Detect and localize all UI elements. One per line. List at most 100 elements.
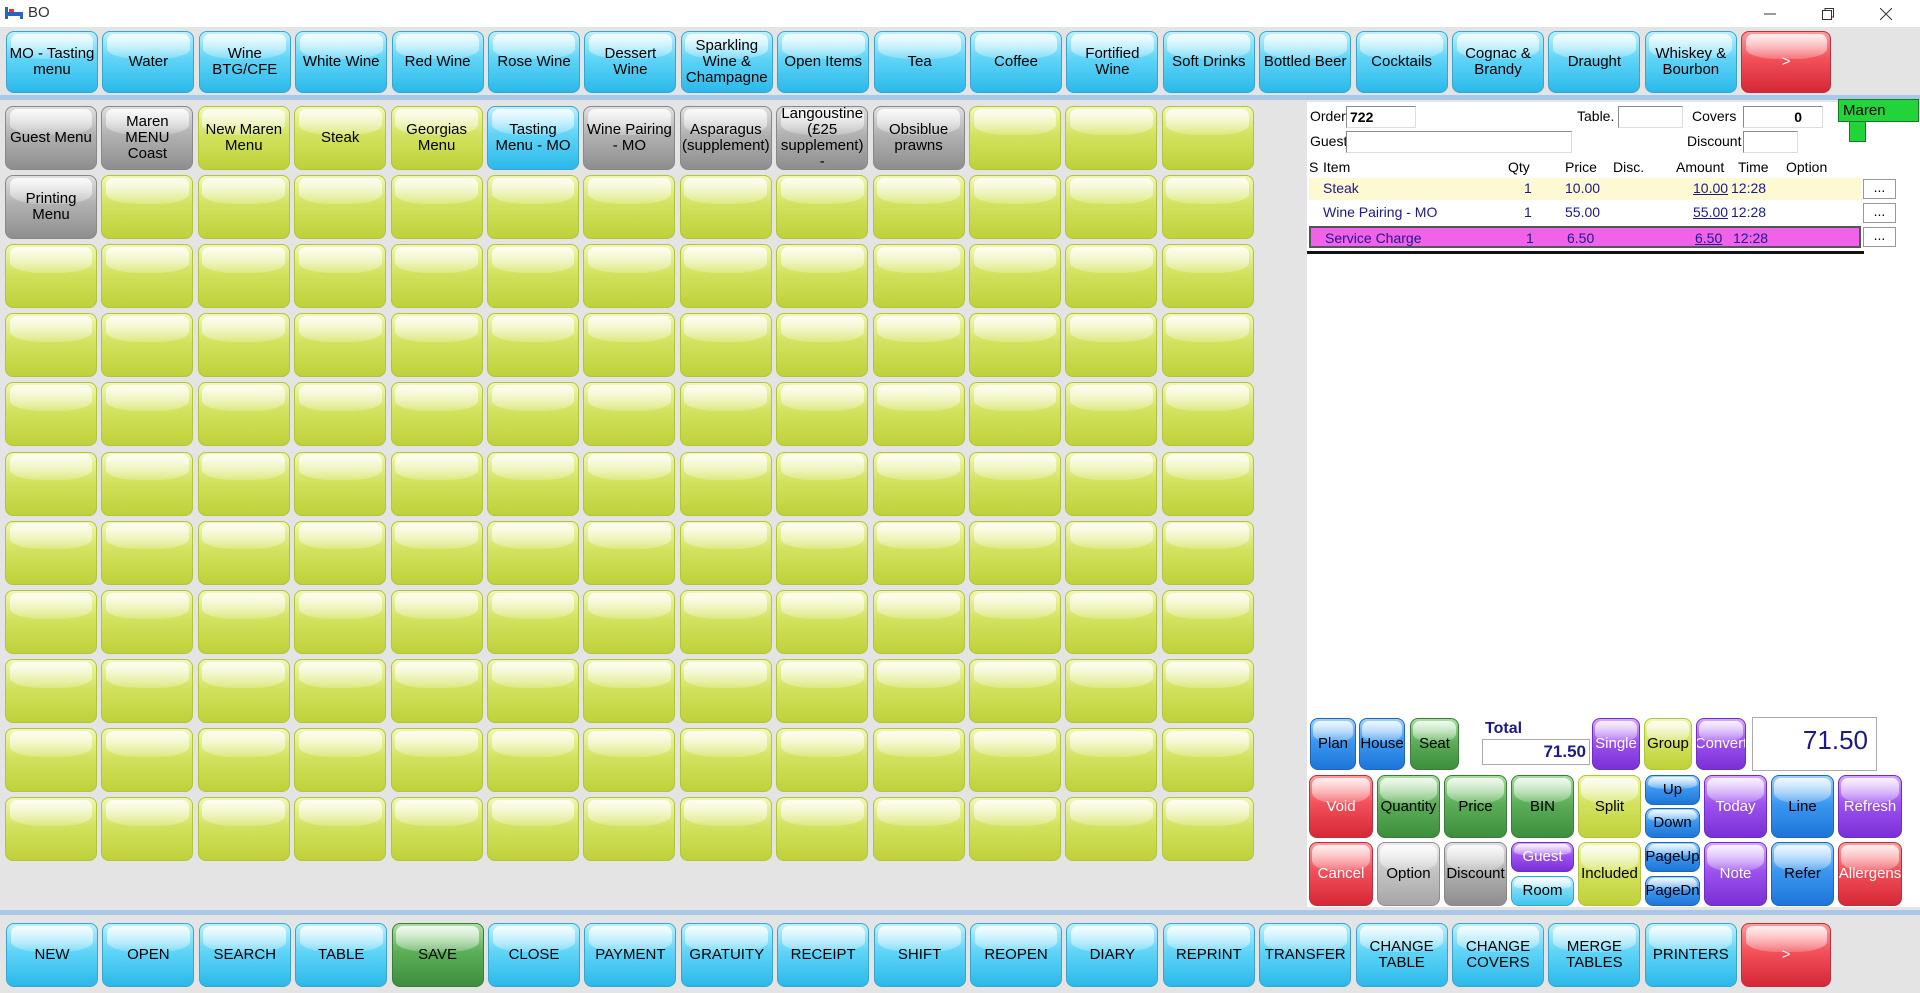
item-slot-8-3-button[interactable] [294, 658, 387, 723]
category-next-button[interactable]: > [1741, 31, 1832, 93]
order-line[interactable]: Service Charge 1 6.50 6.50 12:28 [1309, 226, 1861, 248]
item-slot-8-10-button[interactable] [969, 658, 1061, 723]
item-slot-10-9-button[interactable] [872, 797, 965, 861]
line-button[interactable]: Line [1771, 775, 1834, 838]
table-field[interactable] [1618, 106, 1683, 128]
item-slot-10-1-button[interactable] [101, 797, 194, 861]
item-slot-1-10-button[interactable] [969, 175, 1061, 240]
guest-field[interactable] [1346, 131, 1572, 153]
item-slot-3-8-button[interactable] [776, 313, 869, 378]
item-slot-5-1-button[interactable] [101, 451, 194, 516]
shift-button[interactable]: SHIFT [873, 923, 966, 987]
item-slot-10-12-button[interactable] [1161, 797, 1254, 861]
item-slot-10-8-button[interactable] [776, 797, 869, 861]
item-slot-3-9-button[interactable] [872, 313, 965, 378]
item-slot-9-2-button[interactable] [197, 727, 290, 792]
item-slot-9-0-button[interactable] [5, 727, 97, 792]
receipt-button[interactable]: RECEIPT [777, 923, 870, 987]
item-slot-4-7-button[interactable] [679, 382, 772, 447]
item-slot-1-2-button[interactable] [197, 175, 290, 240]
category-rose-wine-button[interactable]: Rose Wine [488, 31, 580, 93]
more-actions-button[interactable]: > [1741, 923, 1832, 987]
item-slot-8-2-button[interactable] [197, 658, 290, 723]
category-red-wine-button[interactable]: Red Wine [391, 31, 484, 93]
item-slot-7-6-button[interactable] [583, 589, 676, 654]
category-wine-btg-cfe-button[interactable]: Wine BTG/CFE [198, 31, 291, 93]
item-slot-5-3-button[interactable] [294, 451, 387, 516]
item-slot-6-4-button[interactable] [390, 520, 483, 585]
item-slot-4-1-button[interactable] [101, 382, 194, 447]
refresh-button[interactable]: Refresh [1838, 775, 1902, 838]
transfer-button[interactable]: TRANSFER [1259, 923, 1352, 987]
item-slot-10-3-button[interactable] [294, 797, 387, 861]
item-slot-6-12-button[interactable] [1161, 520, 1254, 585]
item-slot-2-1-button[interactable] [101, 244, 194, 309]
item-slot-3-6-button[interactable] [583, 313, 676, 378]
item-slot-3-12-button[interactable] [1161, 313, 1254, 378]
item-obsiblue-prawns-button[interactable]: Obsiblue prawns [872, 106, 965, 170]
item-slot-10-7-button[interactable] [679, 797, 772, 861]
item-slot-9-7-button[interactable] [679, 727, 772, 792]
category-draught-button[interactable]: Draught [1548, 31, 1641, 93]
item-slot-7-10-button[interactable] [969, 589, 1061, 654]
item-slot-7-9-button[interactable] [872, 589, 965, 654]
category-sparkling-wine-champagne-button[interactable]: Sparkling Wine & Champagne [680, 31, 773, 93]
house-button[interactable]: House [1359, 718, 1405, 770]
room-button[interactable]: Room [1511, 876, 1574, 906]
quantity-button[interactable]: Quantity [1377, 775, 1440, 838]
category-open-items-button[interactable]: Open Items [777, 31, 870, 93]
item-slot-3-4-button[interactable] [390, 313, 483, 378]
order-line-more-button[interactable]: ... [1863, 179, 1896, 199]
item-slot-4-12-button[interactable] [1161, 382, 1254, 447]
item-slot-2-3-button[interactable] [294, 244, 387, 309]
item-slot-2-11-button[interactable] [1065, 244, 1158, 309]
change-covers-button[interactable]: CHANGE COVERS [1452, 923, 1544, 987]
item-slot-9-6-button[interactable] [583, 727, 676, 792]
category-whiskey-bourbon-button[interactable]: Whiskey & Bourbon [1644, 31, 1737, 93]
item-slot-2-12-button[interactable] [1161, 244, 1254, 309]
item-slot-1-7-button[interactable] [679, 175, 772, 240]
void-button[interactable]: Void [1309, 775, 1373, 838]
item-slot-6-5-button[interactable] [487, 520, 579, 585]
item-slot-3-1-button[interactable] [101, 313, 194, 378]
item-slot-10-5-button[interactable] [487, 797, 579, 861]
item-slot-8-9-button[interactable] [872, 658, 965, 723]
item-slot-4-5-button[interactable] [487, 382, 579, 447]
change-table-button[interactable]: CHANGE TABLE [1355, 923, 1448, 987]
item-slot-6-11-button[interactable] [1065, 520, 1158, 585]
item-slot-9-5-button[interactable] [487, 727, 579, 792]
printers-button[interactable]: PRINTERS [1644, 923, 1737, 987]
item-slot-3-11-button[interactable] [1065, 313, 1158, 378]
discount-button[interactable]: Discount [1444, 842, 1507, 906]
item-slot-10-6-button[interactable] [583, 797, 676, 861]
item-guest-menu-button[interactable]: Guest Menu [5, 106, 97, 170]
item-slot-2-7-button[interactable] [679, 244, 772, 309]
item-slot-8-0-button[interactable] [5, 658, 97, 723]
option-button[interactable]: Option [1377, 842, 1440, 906]
item-slot-9-10-button[interactable] [969, 727, 1061, 792]
category-fortified-wine-button[interactable]: Fortified Wine [1066, 31, 1159, 93]
item-slot-9-3-button[interactable] [294, 727, 387, 792]
item-slot-9-1-button[interactable] [101, 727, 194, 792]
item-slot-2-10-button[interactable] [969, 244, 1061, 309]
item-slot-4-11-button[interactable] [1065, 382, 1158, 447]
open-button[interactable]: OPEN [102, 923, 195, 987]
item-maren-menu-coast-button[interactable]: Maren MENU Coast [101, 106, 194, 170]
item-slot-2-9-button[interactable] [872, 244, 965, 309]
item-slot-6-2-button[interactable] [197, 520, 290, 585]
item-printing-menu-button[interactable]: Printing Menu [5, 175, 97, 240]
item-slot-6-9-button[interactable] [872, 520, 965, 585]
payment-button[interactable]: PAYMENT [584, 923, 677, 987]
item-slot-6-8-button[interactable] [776, 520, 869, 585]
item-slot-1-4-button[interactable] [390, 175, 483, 240]
convert-button[interactable]: Convert [1696, 718, 1746, 770]
item-slot-9-8-button[interactable] [776, 727, 869, 792]
page-down-button[interactable]: PageDn [1645, 876, 1700, 906]
discount-field[interactable] [1743, 131, 1798, 153]
item-slot-10-2-button[interactable] [197, 797, 290, 861]
refer-button[interactable]: Refer [1771, 842, 1834, 906]
category-white-wine-button[interactable]: White Wine [295, 31, 388, 93]
minimize-button[interactable] [1742, 0, 1798, 27]
item-slot-10-0-button[interactable] [5, 797, 97, 861]
item-slot-2-2-button[interactable] [197, 244, 290, 309]
